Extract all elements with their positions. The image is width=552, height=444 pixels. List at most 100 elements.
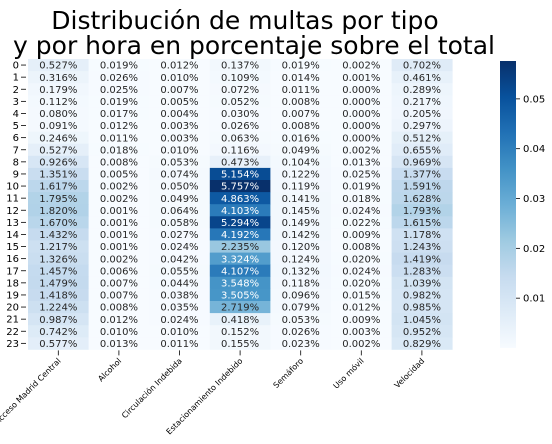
cell-label: 0.007% — [100, 278, 138, 289]
cell-label: 0.122% — [282, 170, 320, 181]
cell-label: 0.010% — [160, 145, 198, 156]
cell-label: 0.002% — [100, 194, 138, 205]
heatmap-cell — [209, 313, 271, 326]
heatmap-cell — [209, 95, 271, 108]
cell-label: 0.035% — [160, 303, 198, 314]
cell-label: 0.005% — [100, 170, 138, 181]
cell-label: 0.112% — [39, 97, 77, 108]
cell-label: 2.719% — [221, 303, 259, 314]
cell-label: 0.461% — [403, 73, 441, 84]
heatmap-cell — [331, 131, 392, 145]
cell-label: 0.008% — [282, 97, 320, 108]
cell-label: 0.008% — [342, 242, 380, 253]
heatmap-cell — [149, 59, 211, 72]
heatmap-cell — [391, 167, 453, 181]
heatmap-cell — [149, 83, 211, 96]
cell-label: 1.820% — [39, 206, 77, 217]
heatmap-cell — [331, 59, 392, 72]
cell-label: 0.011% — [100, 133, 138, 144]
cell-label: 0.018% — [342, 194, 380, 205]
cell-label: 0.055% — [160, 266, 198, 277]
cell-label: 0.142% — [282, 230, 320, 241]
colorbar-tick-label: 0.02 — [523, 244, 545, 255]
heatmap-cell — [28, 180, 89, 193]
cell-label: 0.019% — [342, 182, 380, 193]
heatmap-cell — [270, 119, 332, 132]
heatmap-cell — [270, 95, 332, 108]
cell-label: 0.010% — [160, 73, 198, 84]
cell-label: 0.152% — [221, 327, 259, 338]
heatmap-cell — [270, 240, 332, 253]
cell-label: 4.863% — [221, 194, 259, 205]
heatmap-cell — [209, 325, 271, 338]
heatmap-cell — [270, 131, 332, 145]
heatmap-cell — [209, 228, 271, 241]
heatmap-cell — [209, 107, 271, 120]
cell-label: 0.020% — [342, 254, 380, 265]
heatmap-cell — [88, 71, 150, 84]
heatmap-cell — [149, 204, 211, 217]
cell-label: 1.326% — [39, 254, 77, 265]
heatmap-cell — [270, 143, 332, 157]
heatmap-cell — [149, 155, 211, 169]
heatmap-cell — [149, 167, 211, 181]
cell-label: 1.793% — [403, 206, 441, 217]
heatmap-cell — [88, 252, 150, 266]
cell-label: 4.103% — [221, 206, 259, 217]
heatmap-cell — [209, 119, 271, 132]
cell-label: 0.058% — [160, 218, 198, 229]
y-tick-label: 13 — [6, 218, 19, 229]
y-tick-label: 3 — [13, 97, 19, 108]
cell-label: 0.002% — [342, 339, 380, 350]
cell-label: 0.002% — [100, 254, 138, 265]
heatmap-cell — [28, 276, 89, 290]
cell-label: 0.053% — [282, 315, 320, 326]
cell-label: 0.074% — [160, 170, 198, 181]
heatmap-cell — [88, 107, 150, 120]
cell-label: 0.009% — [342, 315, 380, 326]
cell-label: 1.039% — [403, 278, 441, 289]
heatmap-cell — [88, 131, 150, 145]
heatmap-cell — [149, 264, 211, 278]
cell-label: 0.000% — [342, 133, 380, 144]
heatmap-cell — [209, 252, 271, 266]
cell-label: 0.052% — [221, 97, 259, 108]
heatmap-cell — [391, 107, 453, 120]
cell-label: 1.591% — [403, 182, 441, 193]
heatmap-cell — [209, 83, 271, 96]
heatmap-cell — [209, 276, 271, 290]
cell-label: 0.289% — [403, 85, 441, 96]
cell-label: 4.107% — [221, 266, 259, 277]
heatmap-cell — [270, 216, 332, 229]
cell-label: 1.377% — [403, 170, 441, 181]
cell-label: 0.011% — [160, 339, 198, 350]
cell-label: 0.014% — [282, 73, 320, 84]
heatmap-cell — [209, 180, 271, 193]
cell-label: 0.246% — [39, 133, 77, 144]
cell-label: 0.063% — [221, 133, 259, 144]
cell-label: 0.012% — [100, 121, 138, 132]
x-axis-ticks: Acceso Madrid Central AlcoholCirculación … — [0, 350, 426, 436]
heatmap-cell — [28, 59, 89, 72]
heatmap-cell — [88, 313, 150, 326]
heatmap-cell — [209, 143, 271, 157]
cell-label: 0.527% — [39, 145, 77, 156]
colorbar-gradient — [500, 61, 516, 348]
heatmap-cell — [331, 71, 392, 84]
cell-label: 0.116% — [221, 145, 259, 156]
heatmap-cell — [331, 107, 392, 120]
heatmap-cell — [270, 204, 332, 217]
cell-label: 2.235% — [221, 242, 259, 253]
heatmap-cell — [331, 313, 392, 326]
cell-label: 0.316% — [39, 73, 77, 84]
heatmap-cell — [209, 301, 271, 314]
cell-label: 0.016% — [282, 133, 320, 144]
heatmap-cell — [391, 204, 453, 217]
heatmap-cell — [391, 143, 453, 157]
heatmap-cell — [88, 83, 150, 96]
heatmap-cell — [391, 228, 453, 241]
cell-label: 0.027% — [160, 230, 198, 241]
cell-label: 0.124% — [282, 254, 320, 265]
cell-label: 0.145% — [282, 206, 320, 217]
